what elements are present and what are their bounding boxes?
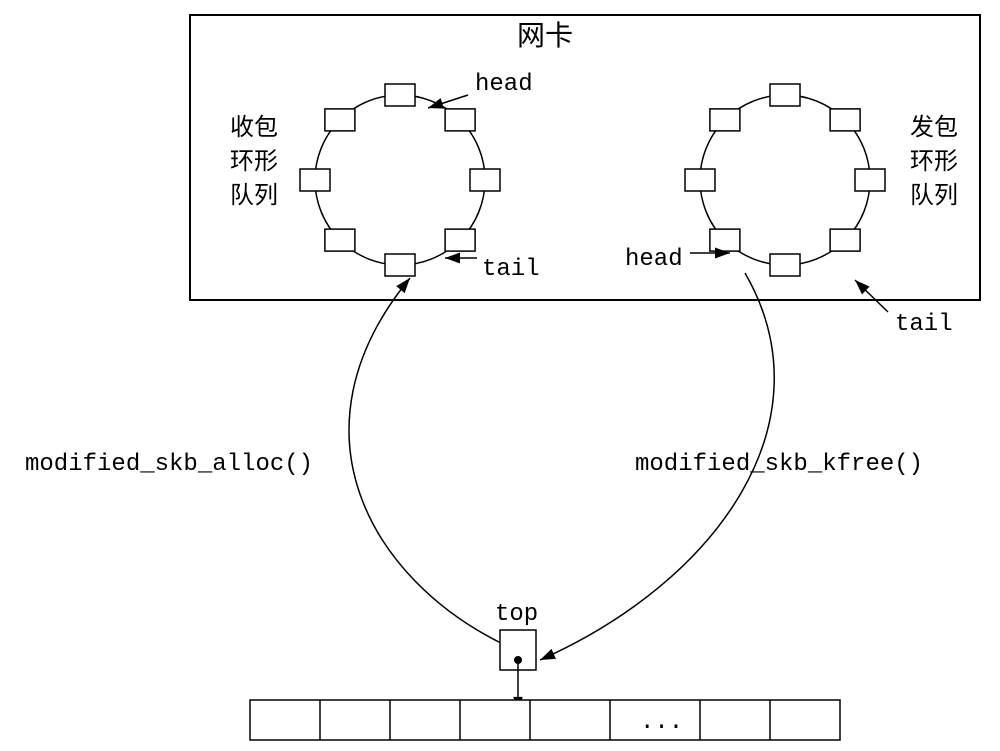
nic-box: [190, 15, 980, 300]
rx-slot: [445, 229, 475, 251]
alloc-label: modified_skb_alloc(): [25, 451, 313, 478]
rx-slot: [385, 84, 415, 106]
tx-slot: [710, 109, 740, 131]
tx-slot: [855, 169, 885, 191]
tx-slot: [710, 229, 740, 251]
stack-ellipsis: ...: [640, 709, 683, 736]
rx-slot: [385, 254, 415, 276]
rx-slot: [470, 169, 500, 191]
tx-slot: [685, 169, 715, 191]
rx-slot: [445, 109, 475, 131]
tx-label: 环形: [910, 148, 958, 177]
rx-slot: [325, 109, 355, 131]
rx-slot: [325, 229, 355, 251]
tx-slot: [770, 84, 800, 106]
rx-head-label: head: [475, 71, 533, 98]
tx-slot: [770, 254, 800, 276]
tx-tail-label: tail: [895, 311, 953, 338]
top-label: top: [495, 601, 538, 628]
rx-slot: [300, 169, 330, 191]
tx-slot: [830, 109, 860, 131]
alloc-arrow: [349, 278, 505, 645]
tx-label: 队列: [910, 182, 958, 211]
rx-tail-label: tail: [482, 256, 540, 283]
stack-array: [250, 700, 840, 740]
tx-label: 发包: [910, 114, 958, 143]
rx-label: 队列: [230, 182, 278, 211]
nic-title: 网卡: [517, 20, 573, 54]
tx-head-label: head: [625, 246, 683, 273]
kfree-label: modified_skb_kfree(): [635, 451, 923, 478]
rx-label: 收包: [230, 114, 278, 143]
rx-label: 环形: [230, 148, 278, 177]
tx-slot: [830, 229, 860, 251]
